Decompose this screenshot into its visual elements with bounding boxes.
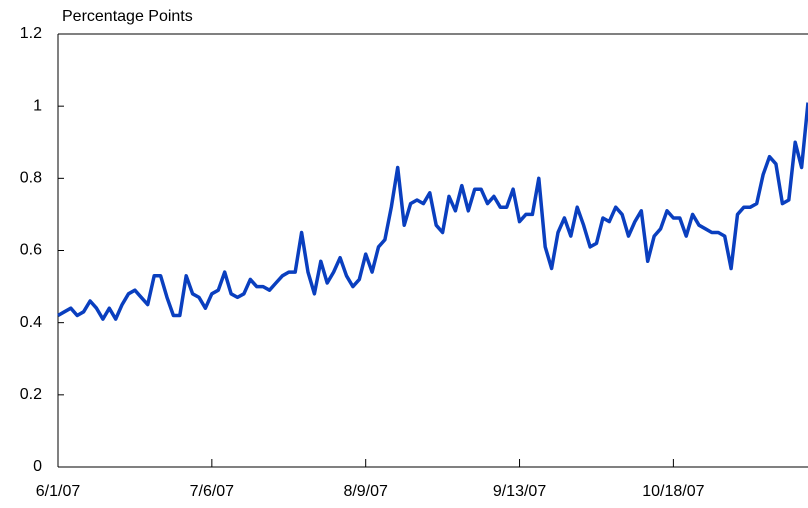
x-tick-label: 6/1/07 (36, 483, 81, 500)
axis-title: Percentage Points (62, 8, 193, 25)
y-tick-label: 1.2 (20, 25, 42, 42)
y-tick-label: 0 (33, 458, 42, 475)
x-tick-label: 10/18/07 (642, 483, 704, 500)
y-tick-label: 0.8 (20, 170, 42, 187)
y-tick-label: 1 (33, 97, 42, 114)
x-tick-label: 8/9/07 (343, 483, 388, 500)
y-tick-label: 0.6 (20, 242, 42, 259)
x-tick-label: 7/6/07 (190, 483, 235, 500)
y-tick-label: 0.2 (20, 386, 42, 403)
data-line (57, 102, 808, 321)
y-tick-label: 0.4 (20, 314, 42, 331)
x-tick-label: 9/13/07 (493, 483, 546, 500)
